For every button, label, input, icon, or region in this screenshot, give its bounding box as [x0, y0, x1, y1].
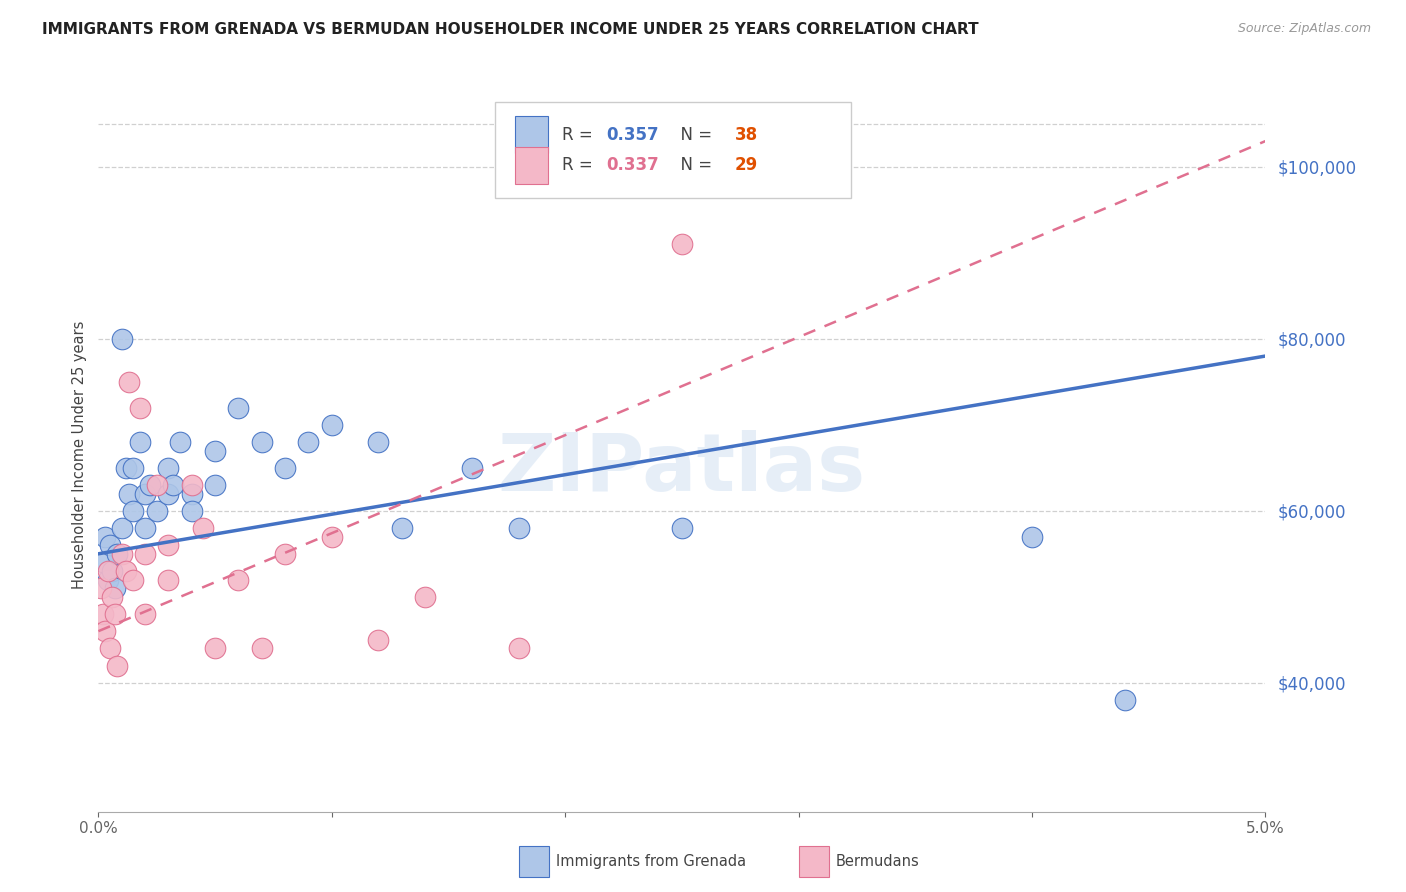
Point [97, 573, 120, 587]
Point [162, 478, 184, 492]
Text: ZIPatlas: ZIPatlas [498, 430, 866, 508]
Point [101, 590, 124, 604]
Text: 38: 38 [734, 126, 758, 144]
Point [94, 624, 117, 639]
Text: 0.357: 0.357 [606, 126, 658, 144]
Point [105, 658, 128, 673]
Point [115, 460, 138, 475]
Point [157, 460, 180, 475]
Point [228, 401, 250, 415]
Point [508, 641, 530, 656]
Point [671, 521, 693, 535]
Point [134, 521, 156, 535]
Point [1021, 530, 1043, 544]
Point [98, 538, 121, 552]
Point [94, 530, 117, 544]
Point [134, 547, 156, 561]
Text: 29: 29 [734, 156, 758, 174]
Text: N =: N = [671, 156, 717, 174]
Text: Immigrants from Grenada: Immigrants from Grenada [555, 855, 747, 869]
Text: R =: R = [562, 126, 598, 144]
Point [91, 555, 114, 569]
Point [250, 435, 273, 450]
Point [228, 573, 250, 587]
Point [139, 478, 162, 492]
Point [105, 547, 128, 561]
Y-axis label: Householder Income Under 25 years: Householder Income Under 25 years [72, 321, 87, 589]
Point [157, 573, 180, 587]
FancyBboxPatch shape [799, 846, 830, 878]
Point [129, 401, 152, 415]
Point [157, 486, 180, 500]
Point [180, 486, 202, 500]
Point [115, 564, 138, 578]
Text: Source: ZipAtlas.com: Source: ZipAtlas.com [1237, 22, 1371, 36]
FancyBboxPatch shape [519, 846, 548, 878]
Point [157, 538, 180, 552]
FancyBboxPatch shape [495, 102, 851, 198]
Point [321, 417, 343, 432]
Point [180, 504, 202, 518]
Point [118, 375, 141, 389]
Point [169, 435, 191, 450]
Point [274, 460, 297, 475]
Point [193, 521, 215, 535]
Point [250, 641, 273, 656]
Point [274, 547, 297, 561]
Point [367, 632, 389, 647]
Text: IMMIGRANTS FROM GRENADA VS BERMUDAN HOUSEHOLDER INCOME UNDER 25 YEARS CORRELATIO: IMMIGRANTS FROM GRENADA VS BERMUDAN HOUS… [42, 22, 979, 37]
Text: R =: R = [562, 156, 598, 174]
Point [129, 435, 152, 450]
Point [91, 607, 114, 621]
Point [118, 486, 141, 500]
Point [146, 478, 169, 492]
Point [122, 504, 145, 518]
Point [391, 521, 413, 535]
Point [104, 581, 127, 595]
Point [104, 607, 127, 621]
Point [204, 641, 226, 656]
Point [367, 435, 389, 450]
Point [508, 521, 530, 535]
Point [97, 564, 120, 578]
Point [111, 332, 134, 346]
Point [101, 564, 124, 578]
Point [297, 435, 319, 450]
Point [134, 486, 156, 500]
Point [134, 607, 156, 621]
Point [98, 641, 121, 656]
Point [111, 521, 134, 535]
Text: 0.337: 0.337 [606, 156, 659, 174]
Point [204, 443, 226, 458]
FancyBboxPatch shape [515, 146, 548, 184]
Point [122, 573, 145, 587]
Point [146, 504, 169, 518]
Point [321, 530, 343, 544]
Point [204, 478, 226, 492]
Point [413, 590, 436, 604]
Text: Bermudans: Bermudans [837, 855, 920, 869]
FancyBboxPatch shape [515, 116, 548, 153]
Point [1114, 693, 1136, 707]
Point [111, 547, 134, 561]
Point [461, 460, 484, 475]
Point [180, 478, 202, 492]
Text: N =: N = [671, 126, 717, 144]
Point [122, 460, 145, 475]
Point [90, 581, 112, 595]
Point [671, 237, 693, 252]
